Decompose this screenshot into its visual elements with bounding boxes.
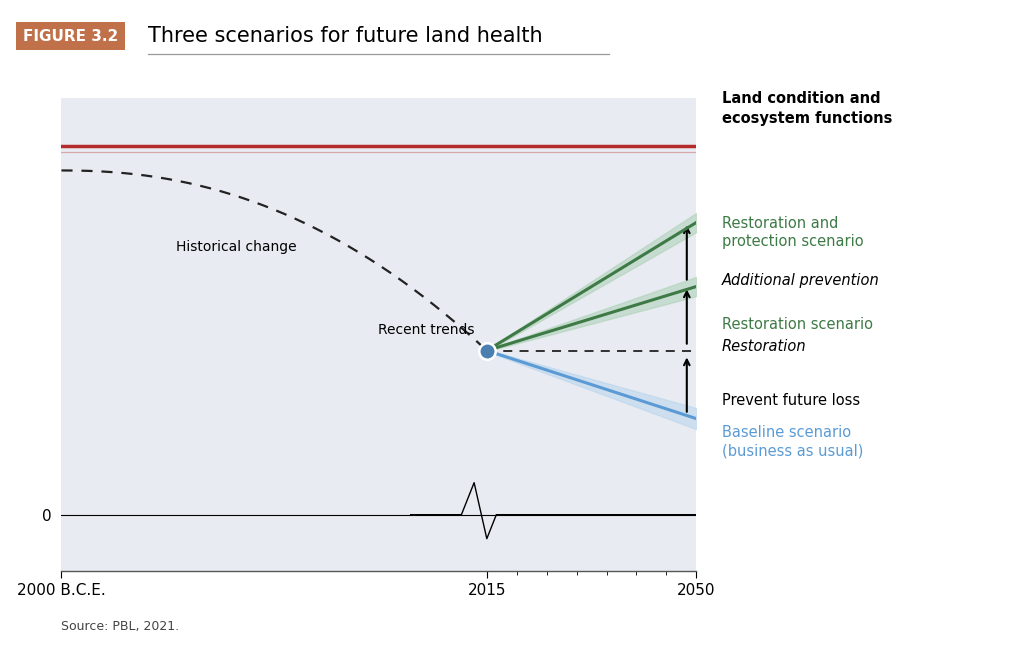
Point — [478, 345, 495, 356]
Text: Three scenarios for future land health: Three scenarios for future land health — [148, 26, 543, 46]
Text: Restoration: Restoration — [722, 339, 807, 354]
Text: Additional prevention: Additional prevention — [722, 274, 880, 288]
Text: Restoration scenario: Restoration scenario — [722, 318, 872, 332]
Text: Source: PBL, 2021.: Source: PBL, 2021. — [61, 620, 179, 633]
Text: Restoration and: Restoration and — [722, 216, 839, 230]
Text: protection scenario: protection scenario — [722, 234, 863, 249]
Text: FIGURE 3.2: FIGURE 3.2 — [23, 29, 118, 43]
Text: Historical change: Historical change — [176, 239, 296, 253]
Text: (business as usual): (business as usual) — [722, 444, 863, 459]
Text: Recent trends: Recent trends — [378, 323, 474, 337]
Text: Land condition and: Land condition and — [722, 91, 881, 106]
Text: Prevent future loss: Prevent future loss — [722, 393, 860, 407]
Text: Baseline scenario: Baseline scenario — [722, 426, 851, 440]
Text: ecosystem functions: ecosystem functions — [722, 111, 892, 125]
